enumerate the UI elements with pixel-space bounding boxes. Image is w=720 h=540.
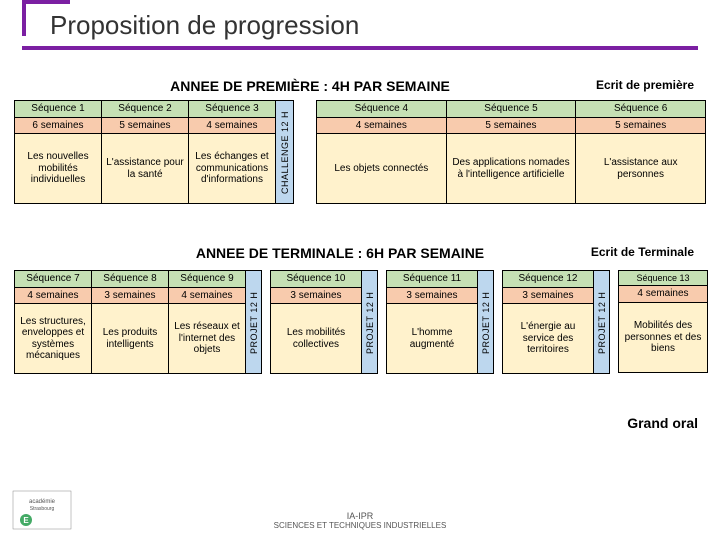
g1-d1: 3 semaines (92, 287, 169, 304)
g5-d0: 4 semaines (619, 286, 708, 303)
t1r-h1: Séquence 5 (446, 101, 576, 118)
t1l-s1: L'assistance pour la santé (102, 134, 189, 204)
t1l-h1: Séquence 2 (102, 101, 189, 118)
t1r-s1: Des applications nomades à l'intelligenc… (446, 134, 576, 204)
footer-l1: IA-IPR (0, 511, 720, 521)
t1r-s0: Les objets connectés (317, 134, 447, 204)
t1r-d0: 4 semaines (317, 117, 447, 134)
title-rule (22, 46, 698, 50)
table-term-g1: Séquence 7 Séquence 8 Séquence 9 PROJET … (14, 270, 262, 374)
table-term-g2: Séquence 10PROJET 12 H 3 semaines Les mo… (270, 270, 378, 374)
t1l-d2: 4 semaines (189, 117, 276, 134)
page-title: Proposition de progression (50, 10, 720, 41)
g4-d0: 3 semaines (503, 287, 594, 304)
g5-h0: Séquence 13 (619, 271, 708, 286)
projet-label-4: PROJET 12 H (594, 271, 610, 374)
g1-s1: Les produits intelligents (92, 304, 169, 374)
g1-h2: Séquence 9 (169, 271, 246, 288)
t1l-s0: Les nouvelles mobilités individuelles (15, 134, 102, 204)
t1l-d0: 6 semaines (15, 117, 102, 134)
t1r-s2: L'assistance aux personnes (576, 134, 706, 204)
g1-d0: 4 semaines (15, 287, 92, 304)
svg-text:académie: académie (29, 499, 56, 505)
t1r-d1: 5 semaines (446, 117, 576, 134)
g3-s0: L'homme augmenté (387, 304, 478, 374)
badge-premiere: Ecrit de première (592, 76, 698, 94)
grand-oral: Grand oral (627, 415, 698, 431)
g3-h0: Séquence 11 (387, 271, 478, 288)
g2-d0: 3 semaines (271, 287, 362, 304)
footer-l2: SCIENCES ET TECHNIQUES INDUSTRIELLES (0, 521, 720, 530)
table-premiere-left: Séquence 1 Séquence 2 Séquence 3 CHALLEN… (14, 100, 294, 204)
projet-label-1: PROJET 12 H (246, 271, 262, 374)
title-bar: Proposition de progression (0, 0, 720, 45)
g1-s2: Les réseaux et l'internet des objets (169, 304, 246, 374)
g4-h0: Séquence 12 (503, 271, 594, 288)
g3-d0: 3 semaines (387, 287, 478, 304)
t1l-d1: 5 semaines (102, 117, 189, 134)
projet-label-3: PROJET 12 H (478, 271, 494, 374)
g2-h0: Séquence 10 (271, 271, 362, 288)
t1r-h0: Séquence 4 (317, 101, 447, 118)
challenge-label: CHALLENGE 12 H (276, 101, 294, 204)
section1-title: ANNEE DE PREMIÈRE : 4H PAR SEMAINE (120, 78, 500, 94)
g1-s0: Les structures, enveloppes et systèmes m… (15, 304, 92, 374)
g1-d2: 4 semaines (169, 287, 246, 304)
t1l-h2: Séquence 3 (189, 101, 276, 118)
t1r-d2: 5 semaines (576, 117, 706, 134)
table-term-g4: Séquence 12PROJET 12 H 3 semaines L'éner… (502, 270, 610, 374)
section2-title: ANNEE DE TERMINALE : 6H PAR SEMAINE (140, 245, 540, 261)
table-term-g3: Séquence 11PROJET 12 H 3 semaines L'homm… (386, 270, 494, 374)
table-term-g5: Séquence 13 4 semaines Mobilités des per… (618, 270, 708, 373)
g1-h0: Séquence 7 (15, 271, 92, 288)
t1l-h0: Séquence 1 (15, 101, 102, 118)
projet-label-2: PROJET 12 H (362, 271, 378, 374)
footer: IA-IPR SCIENCES ET TECHNIQUES INDUSTRIEL… (0, 511, 720, 530)
t1l-s2: Les échanges et communications d'informa… (189, 134, 276, 204)
table-premiere-right: Séquence 4 Séquence 5 Séquence 6 4 semai… (316, 100, 706, 204)
t1r-h2: Séquence 6 (576, 101, 706, 118)
g4-s0: L'énergie au service des territoires (503, 304, 594, 374)
g1-h1: Séquence 8 (92, 271, 169, 288)
g2-s0: Les mobilités collectives (271, 304, 362, 374)
badge-terminale: Ecrit de Terminale (587, 243, 698, 261)
g5-s0: Mobilités des personnes et des biens (619, 302, 708, 372)
title-accent (22, 0, 70, 36)
